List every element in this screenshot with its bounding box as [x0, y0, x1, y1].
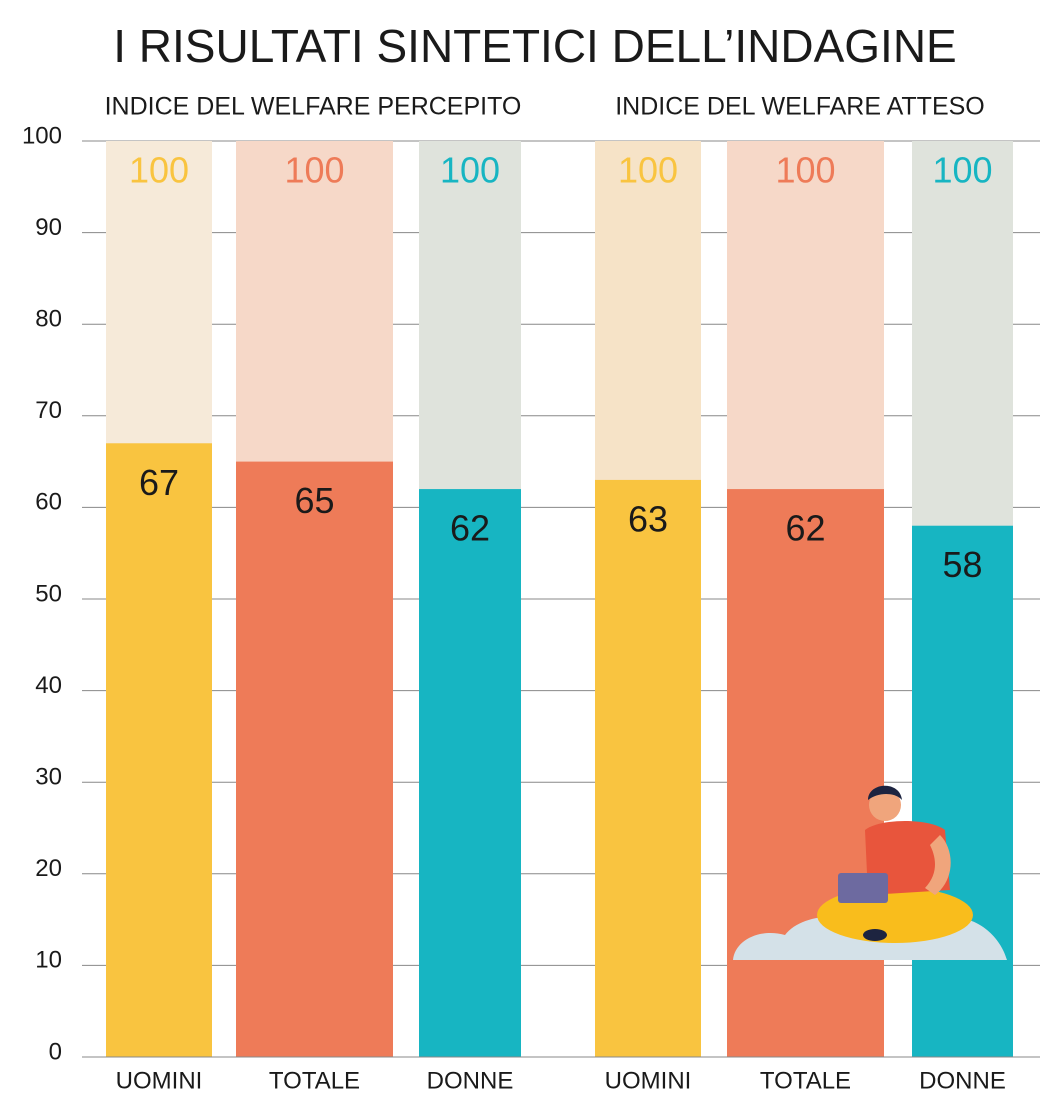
x-tick-label: TOTALE	[269, 1067, 360, 1094]
illustration	[733, 785, 1007, 960]
y-tick-label: 10	[35, 947, 62, 974]
x-tick-label: DONNE	[919, 1067, 1006, 1094]
y-tick-label: 90	[35, 214, 62, 241]
y-tick-label: 60	[35, 489, 62, 516]
x-tick-label: UOMINI	[605, 1067, 692, 1094]
bar	[106, 443, 212, 1057]
y-tick-label: 30	[35, 764, 62, 791]
y-tick-label: 40	[35, 672, 62, 699]
full-value-label: 100	[775, 150, 835, 191]
bar	[727, 489, 884, 1058]
full-value-label: 100	[618, 150, 678, 191]
x-tick-label: TOTALE	[760, 1067, 851, 1094]
y-tick-label: 100	[22, 122, 62, 149]
y-tick-label: 80	[35, 306, 62, 333]
y-tick-label: 50	[35, 580, 62, 607]
full-value-label: 100	[129, 150, 189, 191]
bar	[912, 525, 1013, 1057]
x-tick-label: UOMINI	[116, 1067, 203, 1094]
full-value-label: 100	[932, 150, 992, 191]
full-value-label: 100	[284, 150, 344, 191]
value-label: 63	[628, 498, 668, 539]
value-label: 62	[785, 508, 825, 549]
chart-title: I RISULTATI SINTETICI DELL’INDAGINE	[113, 20, 956, 72]
bar	[595, 479, 701, 1057]
value-label: 65	[294, 480, 334, 521]
bar	[236, 461, 393, 1058]
y-tick-label: 0	[49, 1038, 62, 1065]
full-value-label: 100	[440, 150, 500, 191]
value-label: 62	[450, 508, 490, 549]
y-tick-label: 20	[35, 855, 62, 882]
chart-subtitle: INDICE DEL WELFARE ATTESO	[615, 93, 985, 121]
value-label: 67	[139, 462, 179, 503]
x-tick-label: DONNE	[427, 1067, 514, 1094]
y-tick-label: 70	[35, 397, 62, 424]
bar	[419, 489, 521, 1058]
chart-subtitle: INDICE DEL WELFARE PERCEPITO	[105, 93, 522, 121]
value-label: 58	[942, 544, 982, 585]
